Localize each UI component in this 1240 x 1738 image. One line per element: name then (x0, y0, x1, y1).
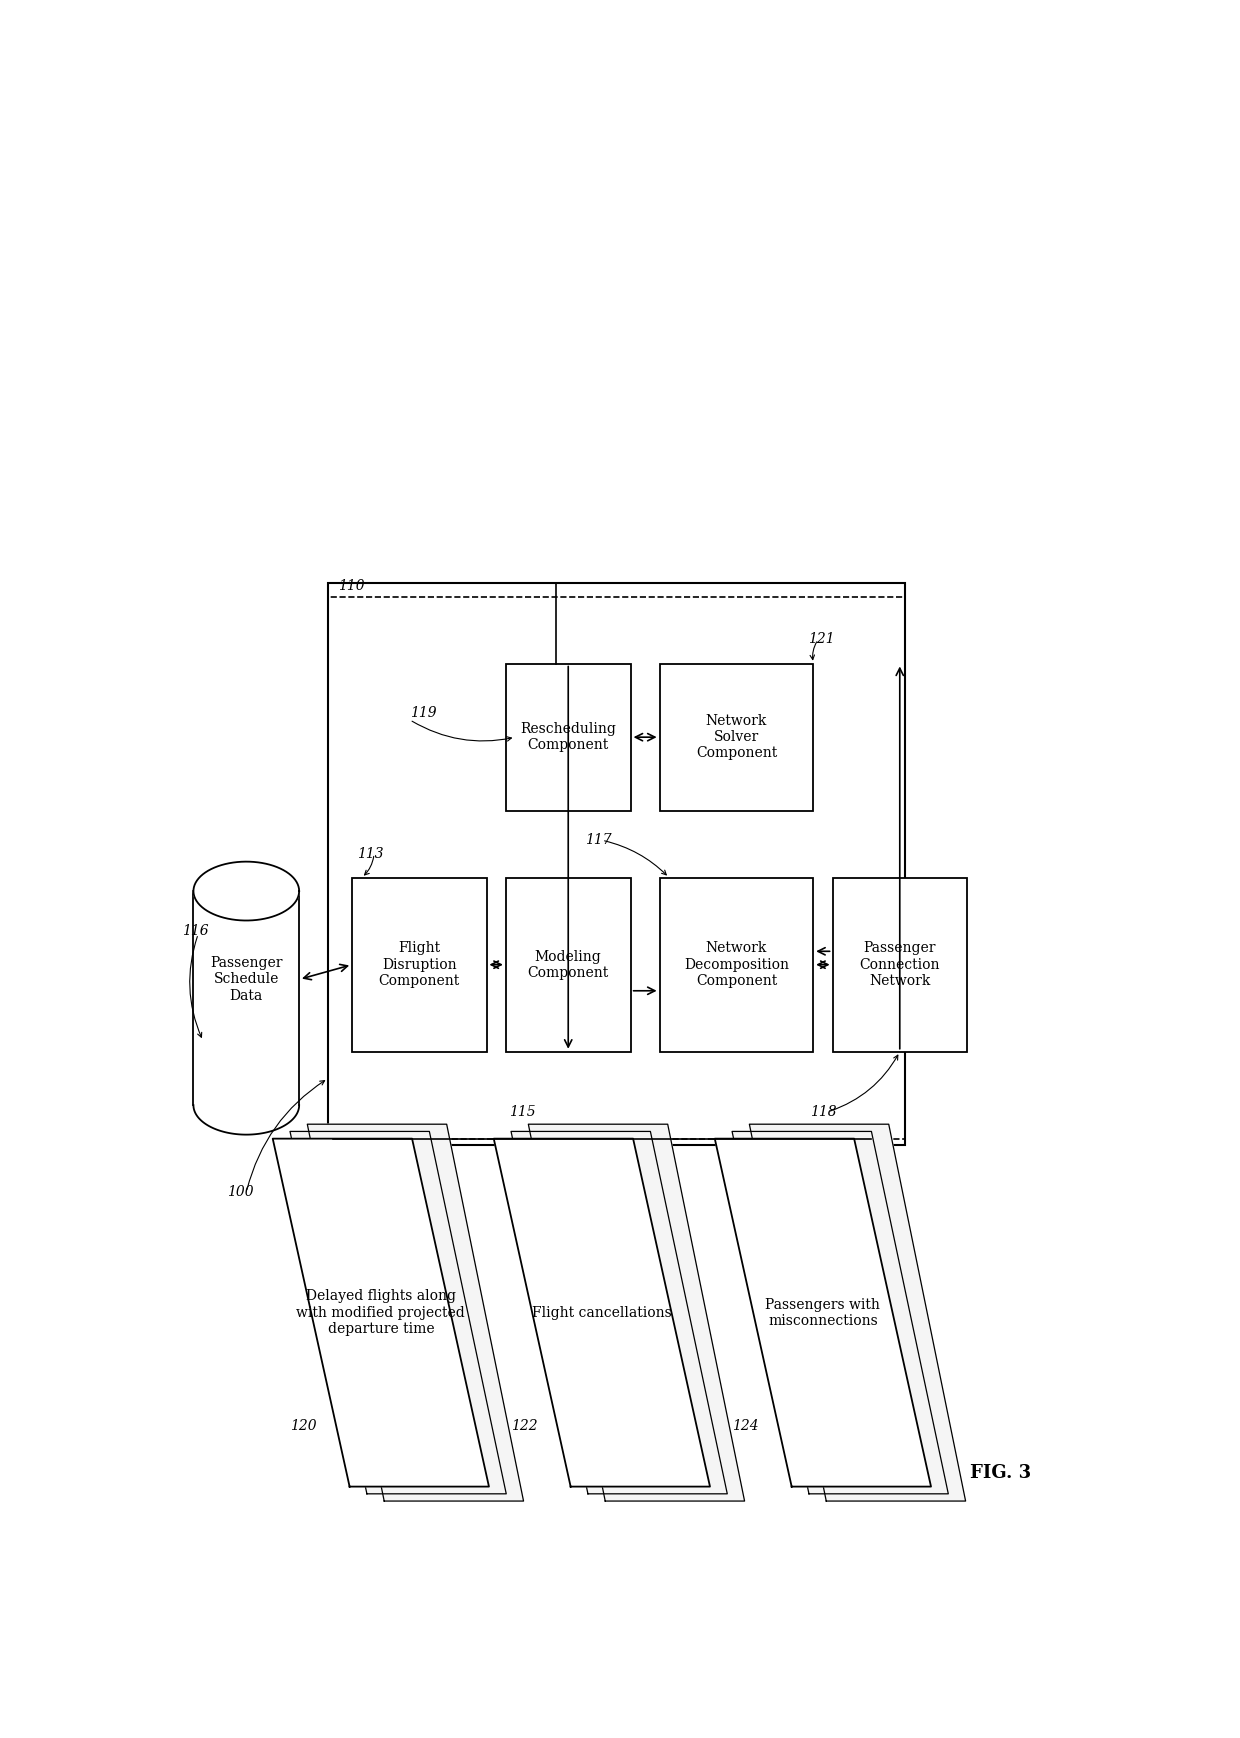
Bar (832, 878, 967, 1051)
Polygon shape (193, 862, 299, 921)
Polygon shape (273, 1138, 489, 1486)
Text: 110: 110 (337, 579, 365, 593)
Bar (660, 664, 813, 810)
Text: 113: 113 (357, 846, 383, 860)
Bar (327, 584, 905, 1145)
Polygon shape (494, 1138, 711, 1486)
Text: 117: 117 (585, 833, 613, 846)
Polygon shape (193, 892, 299, 1105)
Polygon shape (732, 1131, 949, 1495)
Text: Delayed flights along
with modified projected
departure time: Delayed flights along with modified proj… (296, 1290, 465, 1337)
Text: 121: 121 (808, 633, 835, 647)
Text: Network
Decomposition
Component: Network Decomposition Component (684, 942, 789, 987)
Text: Network
Solver
Component: Network Solver Component (696, 714, 777, 760)
Bar (506, 664, 631, 810)
Text: Flight cancellations: Flight cancellations (532, 1305, 672, 1319)
Polygon shape (511, 1131, 728, 1495)
Text: Passengers with
misconnections: Passengers with misconnections (765, 1298, 880, 1328)
Polygon shape (714, 1138, 931, 1486)
Text: 120: 120 (290, 1420, 316, 1434)
Polygon shape (528, 1124, 744, 1502)
Text: Passenger
Schedule
Data: Passenger Schedule Data (210, 956, 283, 1003)
Text: 119: 119 (409, 706, 436, 720)
Polygon shape (290, 1131, 506, 1495)
Text: Modeling
Component: Modeling Component (527, 949, 609, 980)
Text: 124: 124 (732, 1420, 758, 1434)
Text: 115: 115 (508, 1105, 536, 1119)
Text: Flight
Disruption
Component: Flight Disruption Component (378, 942, 460, 987)
Polygon shape (749, 1124, 966, 1502)
Text: 116: 116 (182, 925, 208, 939)
Text: 118: 118 (811, 1105, 837, 1119)
Polygon shape (308, 1124, 523, 1502)
Text: Passenger
Connection
Network: Passenger Connection Network (859, 942, 940, 987)
Bar (506, 878, 631, 1051)
Bar (352, 878, 486, 1051)
Bar (660, 878, 813, 1051)
Text: 122: 122 (511, 1420, 537, 1434)
Text: FIG. 3: FIG. 3 (970, 1463, 1032, 1483)
Text: Rescheduling
Component: Rescheduling Component (521, 721, 616, 753)
Bar (327, 596, 905, 1138)
Text: 100: 100 (227, 1185, 254, 1199)
